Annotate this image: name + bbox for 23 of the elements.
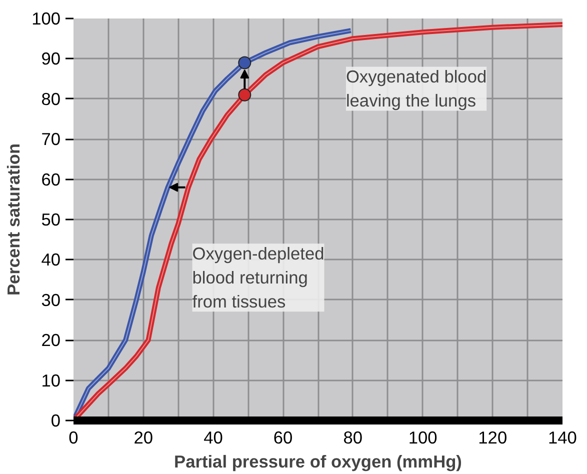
annotation: Oxygenated blood leaving the lungs [346, 66, 487, 111]
annotation: Oxygen-depleted blood returning from tissues [192, 244, 324, 312]
y-tick-label: 40 [41, 250, 61, 270]
y-tick-label: 80 [41, 88, 61, 109]
x-tick-label: 100 [408, 428, 438, 448]
x-axis-title: Partial pressure of oxygen (mmHg) [174, 452, 462, 472]
x-tick-label: 140 [548, 428, 577, 448]
x-tick-label: 40 [204, 428, 223, 448]
x-tick-label: 60 [273, 428, 293, 448]
x-tick-label: 0 [68, 428, 78, 448]
y-tick-label: 50 [41, 210, 61, 230]
x-tick-label: 120 [478, 428, 508, 448]
x-tick-label: 80 [343, 428, 363, 448]
y-tick-label: 100 [32, 8, 61, 28]
y-tick-label: 70 [41, 129, 61, 150]
y-tick-label: 20 [41, 330, 61, 350]
x-tick-label: 20 [134, 428, 153, 448]
y-tick-label: 0 [50, 410, 61, 430]
y-axis-title: Percent saturation [4, 143, 24, 296]
y-tick-label: 30 [41, 290, 61, 310]
y-tick-label: 90 [41, 48, 61, 69]
y-tick-label: 60 [41, 169, 61, 190]
y-tick-label: 10 [41, 370, 61, 390]
